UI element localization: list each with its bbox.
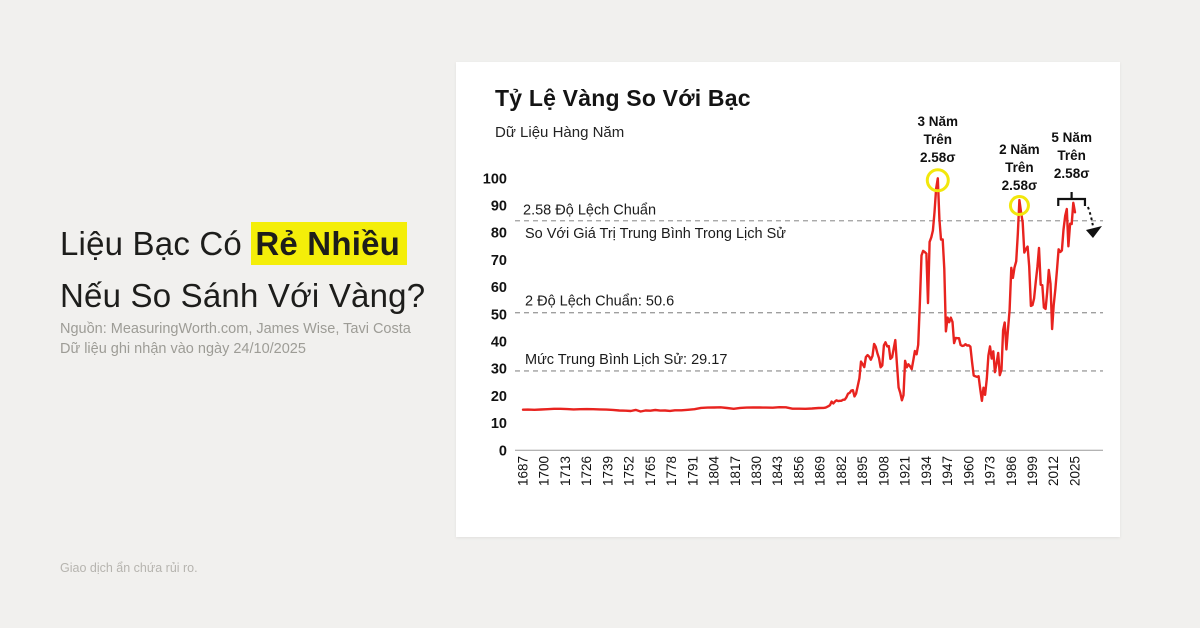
x-tick-label: 1752	[622, 456, 637, 486]
x-tick-label: 1869	[813, 456, 828, 486]
chart-title: Tỷ Lệ Vàng So Với Bạc	[495, 85, 751, 111]
x-tick-label: 1843	[770, 456, 785, 486]
x-tick-label: 1921	[898, 456, 913, 486]
x-tick-label: 1947	[940, 456, 955, 486]
annotation-0-line0: 3 Năm	[918, 114, 959, 129]
x-tick-label: 1960	[961, 456, 976, 486]
reference-label-2: Mức Trung Bình Lịch Sử: 29.17	[525, 352, 727, 368]
x-tick-label: 1908	[876, 456, 891, 486]
chart-subtitle: Dữ Liệu Hàng Năm	[495, 124, 625, 141]
x-tick-label: 2025	[1067, 456, 1082, 486]
y-tick-label: 90	[491, 199, 507, 215]
x-tick-label: 1882	[834, 456, 849, 486]
x-tick-label: 1817	[728, 456, 743, 486]
y-tick-label: 10	[491, 416, 507, 432]
chart-card: Tỷ Lệ Vàng So Với Bạc Dữ Liệu Hàng Năm 2…	[456, 62, 1120, 537]
x-tick-label: 1804	[707, 456, 722, 487]
x-tick-label: 1830	[749, 456, 764, 486]
headline: Liệu Bạc Có Rẻ Nhiều Nếu So Sánh Với Vàn…	[60, 218, 425, 322]
annotation-0-line2: 2.58σ	[920, 150, 956, 165]
x-tick-label: 1713	[558, 456, 573, 486]
x-tick-label: 1934	[919, 456, 934, 487]
x-tick-label: 1986	[1004, 456, 1019, 486]
x-tick-label: 1739	[600, 456, 615, 486]
x-tick-label: 1726	[579, 456, 594, 486]
y-tick-label: 100	[483, 171, 507, 187]
y-tick-label: 40	[491, 335, 507, 351]
forecast-arrow-head	[1085, 226, 1102, 238]
annotation-1-line2: 2.58σ	[1002, 178, 1038, 193]
y-tick-label: 0	[499, 443, 507, 459]
y-tick-label: 80	[491, 226, 507, 242]
x-tick-label: 1687	[516, 456, 531, 486]
y-tick-label: 50	[491, 307, 507, 323]
x-tick-label: 2012	[1046, 456, 1061, 486]
reference-label-0-a: 2.58 Độ Lệch Chuẩn	[523, 203, 656, 219]
x-tick-label: 1765	[643, 456, 658, 486]
headline-line2: Nếu So Sánh Với Vàng?	[60, 277, 426, 315]
highlight-circle-1	[1008, 195, 1030, 216]
reference-label-1: 2 Độ Lệch Chuẩn: 50.6	[525, 294, 674, 310]
x-tick-label: 1700	[537, 456, 552, 486]
forecast-arrow-shaft	[1087, 206, 1094, 227]
range-bracket	[1057, 192, 1087, 206]
source-line2: Dữ liệu ghi nhận vào ngày 24/10/2025	[60, 341, 306, 357]
y-tick-label: 20	[491, 389, 507, 405]
y-tick-label: 30	[491, 362, 507, 378]
disclaimer: Giao dịch ẩn chứa rủi ro.	[60, 561, 198, 575]
y-tick-label: 70	[491, 253, 507, 269]
annotation-0-line1: Trên	[924, 132, 953, 147]
annotation-2-line0: 5 Năm	[1051, 130, 1092, 145]
reference-label-0-b: So Với Giá Trị Trung Bình Trong Lịch Sử	[525, 226, 786, 242]
x-tick-label: 1999	[1025, 456, 1040, 486]
annotation-2-line1: Trên	[1057, 148, 1086, 163]
annotation-2-line2: 2.58σ	[1054, 166, 1090, 181]
gold-silver-ratio-chart: 2.58 Độ Lệch Chuẩn So Với Giá Trị Trung B…	[483, 114, 1103, 487]
x-tick-label: 1895	[855, 456, 870, 486]
headline-line1-prefix: Liệu Bạc Có	[60, 225, 252, 263]
source-note: Nguồn: MeasuringWorth.com, James Wise, T…	[60, 319, 411, 359]
x-tick-label: 1778	[664, 456, 679, 486]
annotation-1-line0: 2 Năm	[999, 142, 1040, 157]
headline-highlight: Rẻ Nhiều	[251, 222, 407, 266]
x-tick-label: 1856	[791, 456, 806, 486]
annotation-1-line1: Trên	[1005, 160, 1034, 175]
source-line1: Nguồn: MeasuringWorth.com, James Wise, T…	[60, 321, 411, 337]
x-tick-label: 1973	[983, 456, 998, 486]
highlight-circle-0	[925, 168, 950, 193]
y-tick-label: 60	[491, 280, 507, 296]
x-tick-label: 1791	[685, 456, 700, 486]
ratio-line-series	[521, 177, 1077, 413]
